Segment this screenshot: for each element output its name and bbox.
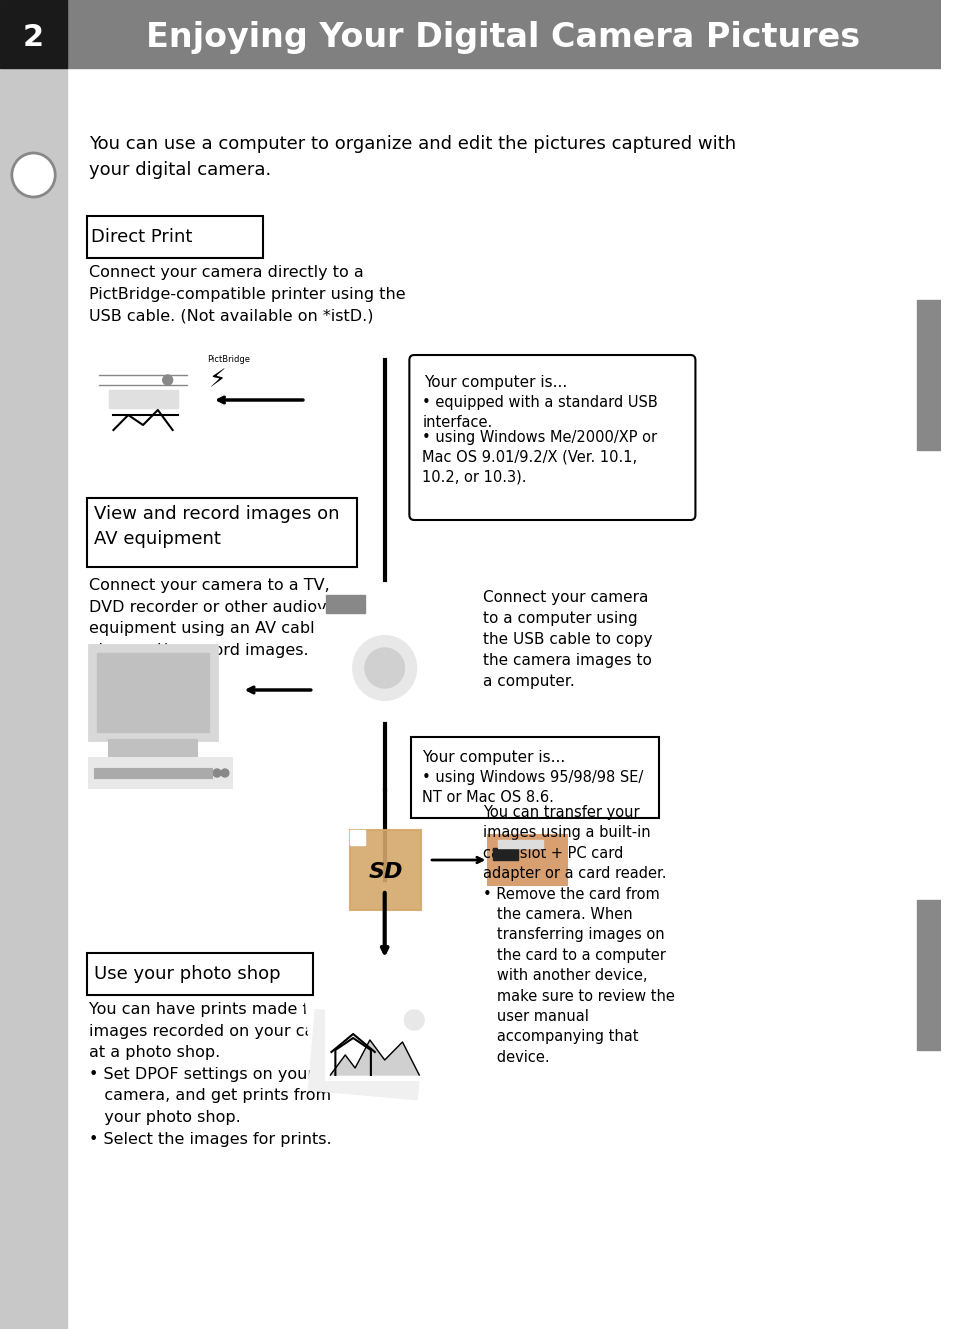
Circle shape [353, 637, 416, 700]
Text: PENTAX: PENTAX [395, 621, 433, 630]
Text: View and record images on
AV equipment: View and record images on AV equipment [93, 505, 339, 548]
Text: You can have prints made from
images recorded on your card
at a photo shop.
• Se: You can have prints made from images rec… [89, 1002, 339, 1147]
Bar [488, 835, 567, 885]
Bar [309, 1010, 423, 1099]
Polygon shape [330, 1041, 418, 1075]
Bar [98, 350, 187, 375]
Polygon shape [690, 610, 734, 625]
Text: SD: SD [368, 863, 402, 882]
Bar [315, 610, 468, 720]
Text: Connect your camera
to a computer using
the USB cable to copy
the camera images : Connect your camera to a computer using … [483, 590, 652, 688]
Text: • equipped with a standard USB
interface.: • equipped with a standard USB interface… [422, 395, 658, 429]
Text: ⚡: ⚡ [209, 368, 227, 392]
Text: Your computer is...: Your computer is... [424, 375, 567, 389]
Circle shape [11, 153, 55, 197]
Text: Connect your camera directly to a
PictBridge-compatible printer using the
USB ca: Connect your camera directly to a PictBr… [89, 264, 405, 323]
Text: Connect your camera to a TV,
DVD recorder or other audiovisual
equipment using a: Connect your camera to a TV, DVD recorde… [89, 578, 363, 658]
Bar [448, 599, 476, 680]
Text: • using Windows Me/2000/XP or
Mac OS 9.01/9.2/X (Ver. 10.1,
10.2, or 10.3).: • using Windows Me/2000/XP or Mac OS 9.0… [422, 431, 657, 485]
Text: 2: 2 [23, 24, 44, 53]
Bar [0, 0, 67, 68]
Text: Direct Print: Direct Print [91, 229, 192, 246]
Bar [109, 389, 177, 408]
Circle shape [163, 375, 172, 385]
Bar [109, 740, 197, 758]
Bar [497, 840, 542, 848]
Text: You can use a computer to organize and edit the pictures captured with
your digi: You can use a computer to organize and e… [89, 136, 735, 179]
Bar [0, 0, 67, 1329]
Bar [67, 0, 940, 68]
Bar [306, 990, 420, 1079]
Circle shape [343, 626, 426, 710]
FancyBboxPatch shape [409, 355, 695, 520]
Text: You can transfer your
images using a built-in
card slot + PC card
adapter or a c: You can transfer your images using a bui… [483, 805, 675, 1065]
Bar [917, 300, 940, 451]
Circle shape [221, 769, 229, 777]
Bar [350, 590, 429, 618]
Bar [325, 1005, 429, 1080]
Circle shape [365, 649, 404, 688]
FancyBboxPatch shape [87, 498, 356, 567]
Bar [96, 653, 209, 732]
Bar [89, 645, 216, 740]
Text: • using Windows 95/98/98 SE/
NT or Mac OS 8.6.: • using Windows 95/98/98 SE/ NT or Mac O… [422, 769, 642, 805]
FancyBboxPatch shape [411, 738, 659, 819]
Bar [917, 900, 940, 1050]
Polygon shape [690, 610, 759, 690]
Bar [350, 831, 365, 845]
Bar [325, 595, 365, 613]
Bar [350, 831, 421, 910]
Bar [89, 758, 232, 788]
Text: Enjoying Your Digital Camera Pictures: Enjoying Your Digital Camera Pictures [146, 21, 860, 54]
Text: *istD: *istD [433, 663, 454, 672]
Bar [89, 365, 197, 435]
Circle shape [213, 769, 221, 777]
Text: Your computer is...: Your computer is... [422, 750, 565, 766]
FancyBboxPatch shape [87, 217, 263, 258]
Bar [493, 848, 517, 860]
Circle shape [404, 1010, 424, 1030]
Text: Use your photo shop: Use your photo shop [93, 965, 280, 983]
FancyBboxPatch shape [87, 953, 313, 995]
Text: PictBridge: PictBridge [207, 355, 250, 364]
